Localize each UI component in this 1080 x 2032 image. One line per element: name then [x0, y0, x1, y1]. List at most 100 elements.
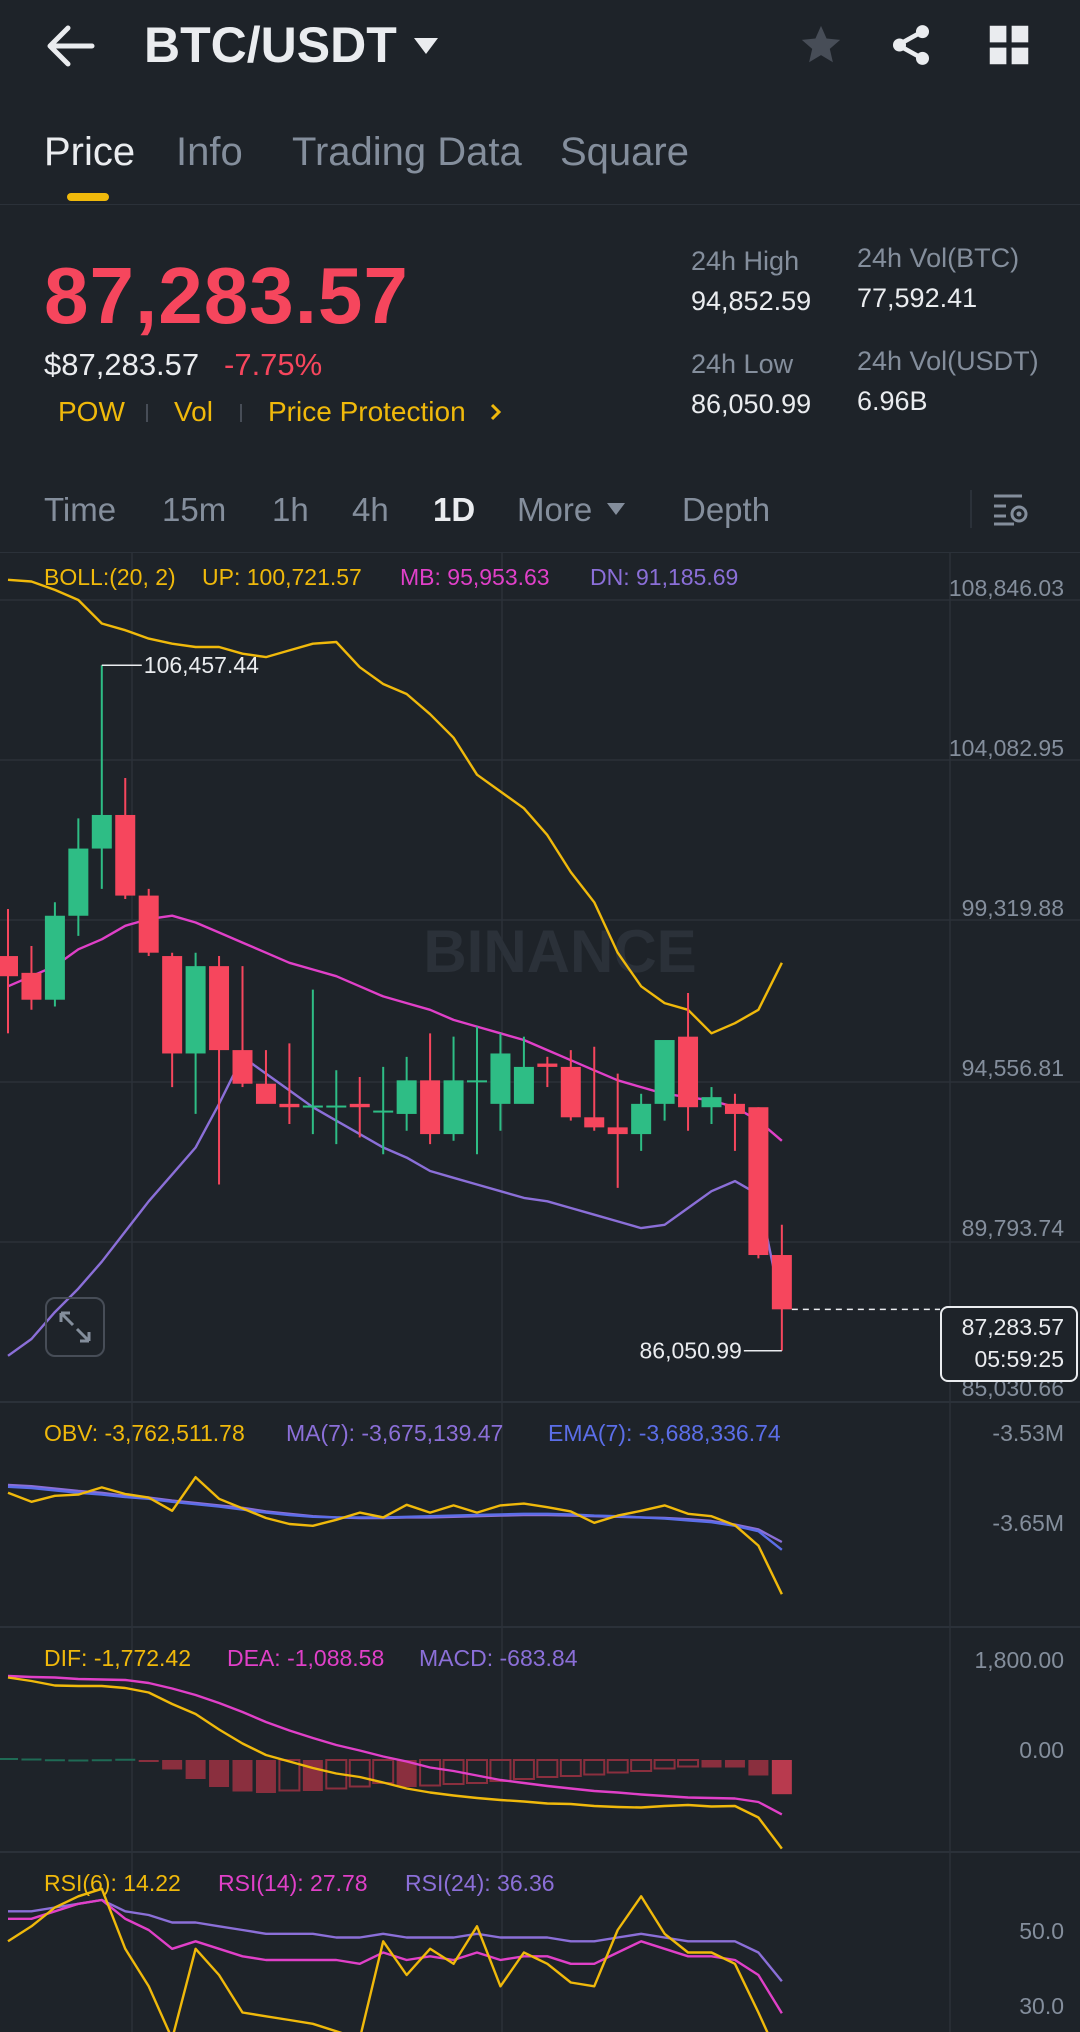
rsi24-line — [8, 1898, 783, 1982]
macd-bar — [771, 1760, 792, 1795]
boll-up: UP: 100,721.57 — [202, 564, 362, 590]
macd-bar — [232, 1760, 253, 1792]
macd-axis-label: 1,800.00 — [974, 1647, 1064, 1673]
arrow-left-icon[interactable] — [44, 22, 96, 70]
high-value: 94,852.59 — [691, 286, 812, 316]
dea-label: DEA: -1,088.58 — [227, 1645, 385, 1671]
expand-icon — [59, 1311, 91, 1343]
candle-body — [467, 1080, 487, 1083]
interval-15m[interactable]: 15m — [162, 491, 227, 528]
candle-body — [91, 814, 112, 849]
candle-body — [560, 1066, 581, 1118]
tab-bar: Price Info Trading Data Square — [0, 110, 1080, 205]
high-marker-label: 106,457.44 — [144, 652, 259, 678]
macd-bar — [138, 1760, 159, 1762]
candle-body — [232, 1050, 253, 1084]
candle-body — [420, 1080, 441, 1135]
low-value: 86,050.99 — [691, 389, 812, 419]
macd-bar — [536, 1759, 559, 1778]
interval-1h[interactable]: 1h — [272, 491, 309, 528]
obv-line — [7, 1475, 783, 1595]
rsi6-label: RSI(6): 14.22 — [44, 1870, 181, 1896]
boll-label: BOLL:(20, 2) — [44, 564, 176, 590]
countdown: 05:59:25 — [974, 1346, 1064, 1372]
chip-price-protection[interactable]: Price Protection — [268, 396, 466, 427]
dea-line — [7, 1674, 783, 1816]
candle-body — [771, 1255, 792, 1310]
chevron-right-icon[interactable] — [488, 402, 504, 422]
candle-body — [0, 956, 18, 977]
candle-body — [654, 1040, 675, 1104]
divider — [0, 552, 1080, 553]
dif-label: DIF: -1,772.42 — [44, 1645, 192, 1671]
macd-bar — [372, 1759, 395, 1784]
obv-axis-label: -3.65M — [992, 1510, 1064, 1536]
y-axis-label: 104,082.95 — [948, 735, 1064, 761]
candle-body — [185, 966, 206, 1054]
kline-chart[interactable]: BINANCE 106,457.44 86,050.99 — [0, 553, 1080, 2032]
vol-btc-value: 77,592.41 — [857, 283, 978, 313]
pair-title[interactable]: BTC/USDT — [144, 17, 397, 73]
candle-body — [373, 1110, 394, 1113]
fullscreen-button[interactable] — [45, 1297, 105, 1357]
current-price-value: 87,283.57 — [961, 1314, 1064, 1340]
macd-bar — [162, 1760, 183, 1770]
macd-bar — [185, 1760, 206, 1779]
candle-body — [537, 1063, 558, 1067]
low-marker-label: 86,050.99 — [640, 1338, 742, 1364]
tab-price[interactable]: Price — [44, 130, 136, 174]
star-icon[interactable] — [798, 22, 844, 68]
grid-icon[interactable] — [988, 24, 1030, 66]
macd-bar — [255, 1760, 276, 1793]
obv-label: OBV: -3,762,511.78 — [44, 1420, 245, 1446]
interval-more[interactable]: More — [517, 491, 593, 528]
chip-divider — [146, 404, 148, 422]
obv-ema-label: EMA(7): -3,688,336.74 — [548, 1420, 781, 1446]
chip-divider — [240, 404, 242, 422]
tab-trading-data[interactable]: Trading Data — [292, 130, 522, 174]
usd-price: $87,283.57 — [44, 347, 200, 382]
macd-bar — [606, 1759, 629, 1774]
candle-body — [701, 1097, 722, 1108]
macd-bar — [21, 1758, 42, 1761]
y-axis-label: 89,793.74 — [961, 1215, 1064, 1241]
tab-square[interactable]: Square — [560, 130, 689, 174]
macd-bar — [748, 1760, 769, 1776]
chip-pow[interactable]: POW — [58, 396, 125, 427]
candle-body — [21, 972, 42, 1000]
macd-bar — [91, 1759, 112, 1762]
rsi-axis-label: 30.0 — [1019, 1993, 1064, 2019]
macd-bar — [302, 1760, 323, 1791]
obv-ema-line — [7, 1485, 783, 1551]
macd-bar — [0, 1758, 18, 1760]
candle-body — [748, 1107, 769, 1256]
candle-body — [490, 1053, 511, 1104]
macd-bar — [278, 1759, 301, 1792]
interval-1d[interactable]: 1D — [433, 491, 476, 528]
candle-body — [115, 814, 136, 896]
interval-4h[interactable]: 4h — [352, 491, 389, 528]
caret-down-icon[interactable] — [606, 502, 626, 516]
interval-time[interactable]: Time — [44, 491, 117, 528]
macd-bar — [724, 1760, 745, 1768]
macd-bar — [419, 1759, 442, 1787]
candle-body — [255, 1083, 276, 1104]
boll-up-line — [7, 578, 783, 1035]
interval-depth[interactable]: Depth — [682, 491, 771, 528]
y-axis-label: 99,319.88 — [961, 895, 1064, 921]
macd-bar — [630, 1759, 653, 1772]
tab-info[interactable]: Info — [176, 130, 243, 174]
caret-down-icon[interactable] — [412, 36, 440, 56]
macd-bar — [512, 1759, 535, 1780]
macd-bar — [44, 1759, 65, 1762]
share-icon[interactable] — [888, 22, 934, 68]
current-price-tag: 87,283.57 05:59:25 — [940, 1306, 1078, 1382]
macd-axis-label: 0.00 — [1019, 1737, 1064, 1763]
candle-body — [443, 1080, 464, 1135]
chart-settings-icon[interactable] — [992, 492, 1032, 528]
macd-bar — [677, 1759, 700, 1768]
top-bar: BTC/USDT — [0, 0, 1080, 95]
vol-usdt-value: 6.96B — [857, 386, 928, 416]
macd-bar — [701, 1760, 722, 1768]
chip-vol[interactable]: Vol — [174, 396, 213, 427]
